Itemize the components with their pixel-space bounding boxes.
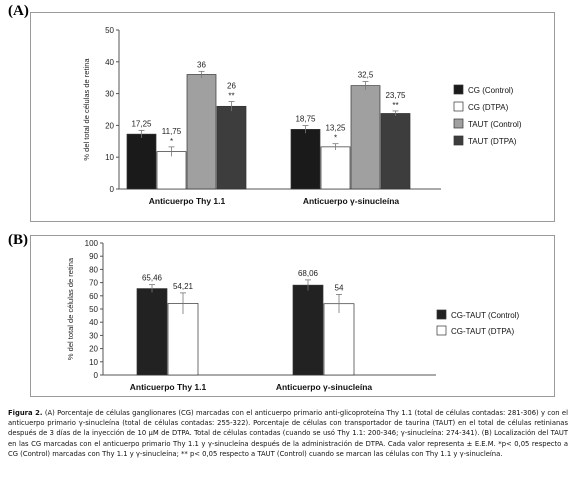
legend-label: CG-TAUT (DTPA) [451,327,514,336]
legend-label: CG (Control) [468,86,514,95]
y-tick-label: 70 [89,279,98,288]
category-label: Anticuerpo Thy 1.1 [149,196,226,206]
chart-b: 0 10 20 30 40 50 60 70 80 90 100 % del total de cél… [66,239,519,392]
significance-mark: ** [392,101,398,110]
y-tick-label: 50 [89,305,98,314]
panel-a-frame: 0 10 20 30 40 50 % del total de células de ret… [30,12,555,222]
legend-swatch [436,309,447,320]
y-tick-label: 40 [105,58,114,67]
data-label: 65,46 [142,274,163,283]
legend-swatch [453,118,464,129]
significance-mark: ** [228,92,234,101]
y-tick-label: 100 [85,239,99,248]
bar [290,129,321,190]
y-axis-title: % del total de células de retina [66,257,75,360]
data-label: 18,75 [295,115,316,124]
y-tick-label: 20 [89,345,98,354]
y-tick-label: 0 [94,371,99,380]
y-tick-label: 60 [89,292,98,301]
category-label: Anticuerpo Thy 1.1 [130,382,207,392]
bar [186,74,217,190]
panel-a-letter: (A) [8,3,29,19]
legend-label: CG (DTPA) [468,103,509,112]
legend-label: TAUT (Control) [468,120,522,129]
data-label: 54 [335,283,344,292]
y-tick-label: 30 [105,90,114,99]
legend-swatch [453,101,464,112]
y-tick-label: 80 [89,265,98,274]
y-tick-label: 40 [89,318,98,327]
figure-caption: Figura 2. (A) Porcentaje de células gang… [8,408,568,459]
panel-b-frame: 0 10 20 30 40 50 60 70 80 90 100 % del total de cél… [30,235,555,397]
y-tick-label: 10 [105,153,114,162]
bar [350,85,381,190]
data-label: 13,25 [325,124,346,133]
legend-label: CG-TAUT (Control) [451,311,519,320]
y-tick-label: 30 [89,331,98,340]
legend-swatch [453,135,464,146]
panel-b-letter: (B) [8,232,28,248]
bar [323,303,355,376]
data-label: 32,5 [358,71,374,80]
caption-text: (A) Porcentaje de células ganglionares (… [8,409,568,458]
y-tick-label: 20 [105,121,114,130]
caption-figure-number: Figura 2. [8,409,43,417]
bar [380,113,411,190]
bar [216,105,247,190]
bar [167,303,199,376]
legend-label: TAUT (DTPA) [468,137,517,146]
bar [156,151,187,190]
bar [126,133,157,190]
data-label: 54,21 [173,282,194,291]
data-label: 11,75 [162,127,182,136]
y-tick-label: 10 [89,358,98,367]
significance-mark: * [170,137,173,146]
data-label: 36 [197,60,206,69]
bar [136,288,168,376]
data-label: 17,25 [131,119,152,128]
chart-a: 0 10 20 30 40 50 % del total de células de ret… [82,26,522,206]
bar [292,284,324,376]
data-label: 26 [227,82,236,91]
y-tick-label: 0 [110,185,115,194]
data-label: 23,75 [385,91,406,100]
category-label: Anticuerpo γ-sinucleína [303,196,400,206]
category-label: Anticuerpo γ-sinucleína [276,382,373,392]
y-tick-label: 50 [105,26,114,35]
legend-swatch [453,84,464,95]
y-tick-label: 90 [89,252,98,261]
legend-swatch [436,325,447,336]
bar [320,146,351,190]
y-axis-title: % del total de células de retina [82,58,91,161]
data-label: 68,06 [298,269,319,278]
significance-mark: * [334,134,337,143]
